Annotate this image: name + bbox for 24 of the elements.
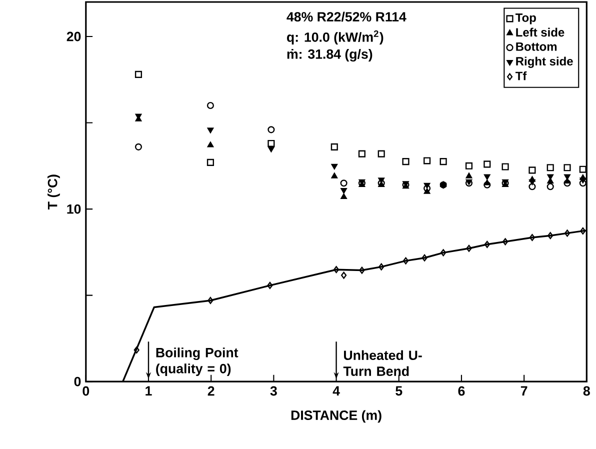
y-axis-title: T (°C) bbox=[47, 174, 60, 210]
annotation: 48% R22/52% R114 bbox=[286, 12, 406, 22]
legend-label: Bottom bbox=[516, 42, 557, 51]
annotation: Boiling Point (quality = 0) bbox=[156, 348, 238, 376]
y-tick-label: 20 bbox=[66, 32, 81, 42]
x-tick-label: 0 bbox=[82, 386, 90, 396]
x-tick-label: 7 bbox=[520, 386, 528, 396]
legend-label: Right side bbox=[516, 56, 573, 68]
y-tick-label: 10 bbox=[67, 204, 81, 214]
x-tick-label: 5 bbox=[396, 386, 402, 396]
x-tick-label: 4 bbox=[332, 386, 340, 396]
annotation: q: 10.0 (kW/m$^{2}$) bbox=[287, 30, 384, 45]
y-tick-label: 0 bbox=[74, 376, 81, 386]
annotation: Unheated U-Turn Bend bbox=[343, 350, 422, 376]
legend-label: Top bbox=[515, 14, 536, 24]
x-tick-label: 3 bbox=[270, 386, 277, 396]
x-tick-label: 1 bbox=[146, 386, 152, 396]
x-tick-label: 6 bbox=[458, 386, 465, 396]
x-axis-title: DISTANCE (m) bbox=[291, 410, 382, 423]
x-tick-label: 8 bbox=[583, 386, 590, 396]
x-tick-label: 2 bbox=[208, 386, 214, 396]
annotation: ṁ: 31.84 (g/s) bbox=[287, 49, 372, 62]
legend-label: Tf bbox=[515, 71, 527, 80]
legend-label: Left side bbox=[516, 28, 564, 37]
